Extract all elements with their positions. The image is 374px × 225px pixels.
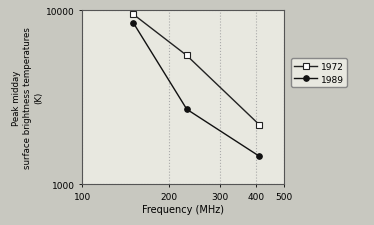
Y-axis label: Peak midday
surface brightness temperatures
(K): Peak midday surface brightness temperatu…	[12, 27, 43, 169]
Legend: 1972, 1989: 1972, 1989	[291, 59, 347, 88]
X-axis label: Frequency (MHz): Frequency (MHz)	[142, 204, 224, 214]
